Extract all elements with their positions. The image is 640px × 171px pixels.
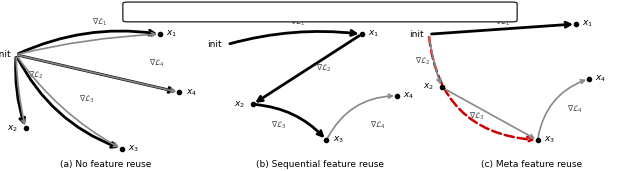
Text: $\nabla\mathcal{L}_4$: $\nabla\mathcal{L}_4$ xyxy=(567,104,582,115)
Text: init: init xyxy=(0,50,11,59)
Text: $x_1$: $x_1$ xyxy=(166,29,177,40)
Text: $\nabla\mathcal{L}_3$: $\nabla\mathcal{L}_3$ xyxy=(271,119,286,131)
Text: $x_1$: $x_1$ xyxy=(368,29,379,40)
FancyArrowPatch shape xyxy=(19,55,175,92)
Text: $\nabla\mathcal{L}_1$: $\nabla\mathcal{L}_1$ xyxy=(290,16,305,28)
Text: (c) Meta feature reuse: (c) Meta feature reuse xyxy=(481,160,582,169)
FancyArrowPatch shape xyxy=(393,10,417,14)
FancyArrowPatch shape xyxy=(16,57,26,124)
FancyBboxPatch shape xyxy=(123,2,517,22)
Text: $x_3$: $x_3$ xyxy=(128,143,139,154)
FancyArrowPatch shape xyxy=(15,57,24,123)
Text: $\nabla\mathcal{L}_3$: $\nabla\mathcal{L}_3$ xyxy=(469,110,484,122)
Text: $\nabla\mathcal{L}_2$: $\nabla\mathcal{L}_2$ xyxy=(316,63,331,74)
Text: $x_2$: $x_2$ xyxy=(234,99,245,110)
FancyArrowPatch shape xyxy=(328,94,392,138)
Text: $\nabla\mathcal{L}_1$: $\nabla\mathcal{L}_1$ xyxy=(495,16,510,28)
Text: $x_3$: $x_3$ xyxy=(333,135,344,146)
FancyArrowPatch shape xyxy=(19,55,173,92)
FancyArrowPatch shape xyxy=(258,36,359,101)
Text: $\nabla\mathcal{L}_1$: $\nabla\mathcal{L}_1$ xyxy=(92,16,107,28)
FancyArrowPatch shape xyxy=(538,80,584,137)
Text: $x_4$: $x_4$ xyxy=(186,87,197,98)
Text: Gradient: Gradient xyxy=(426,8,462,16)
FancyArrowPatch shape xyxy=(429,37,532,142)
FancyArrowPatch shape xyxy=(281,10,305,14)
FancyArrowPatch shape xyxy=(17,57,116,147)
FancyArrowPatch shape xyxy=(429,37,441,83)
Text: $\nabla\mathcal{L}_2$: $\nabla\mathcal{L}_2$ xyxy=(415,56,430,67)
FancyArrowPatch shape xyxy=(147,10,171,14)
Text: init: init xyxy=(207,40,222,49)
Text: Synthesis Loop: Synthesis Loop xyxy=(179,8,243,16)
Text: $\nabla\mathcal{L}_4$: $\nabla\mathcal{L}_4$ xyxy=(370,119,385,131)
Text: $\nabla\mathcal{L}_4$: $\nabla\mathcal{L}_4$ xyxy=(149,57,164,69)
Text: init: init xyxy=(409,30,424,39)
FancyArrowPatch shape xyxy=(19,33,156,54)
FancyArrowPatch shape xyxy=(230,30,356,44)
Text: $\nabla\mathcal{L}_2$: $\nabla\mathcal{L}_2$ xyxy=(28,69,43,81)
Text: $x_2$: $x_2$ xyxy=(7,123,18,134)
Text: $x_3$: $x_3$ xyxy=(544,135,555,146)
Text: $x_4$: $x_4$ xyxy=(403,90,415,101)
Text: $\nabla\mathcal{L}_3$: $\nabla\mathcal{L}_3$ xyxy=(79,93,94,105)
Text: (a) No feature reuse: (a) No feature reuse xyxy=(60,160,151,169)
FancyArrowPatch shape xyxy=(19,30,154,54)
FancyArrowPatch shape xyxy=(431,22,570,34)
FancyArrowPatch shape xyxy=(255,104,323,136)
Text: $x_4$: $x_4$ xyxy=(595,73,607,84)
Text: $x_2$: $x_2$ xyxy=(423,82,434,93)
Text: (b) Sequential feature reuse: (b) Sequential feature reuse xyxy=(256,160,384,169)
Text: $x_1$: $x_1$ xyxy=(582,19,593,29)
Text: Meta Loop: Meta Loop xyxy=(314,8,357,16)
FancyArrowPatch shape xyxy=(17,57,118,147)
FancyArrowPatch shape xyxy=(444,89,534,138)
